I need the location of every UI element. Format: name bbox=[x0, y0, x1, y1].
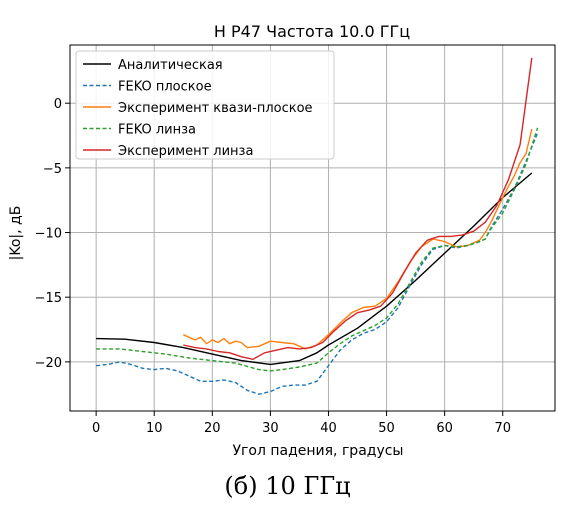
figure-caption: (б) 10 ГГц bbox=[224, 472, 351, 500]
y-tick-label: 0 bbox=[54, 97, 62, 112]
x-tick-label: 0 bbox=[92, 421, 100, 436]
series-lines bbox=[96, 57, 539, 395]
x-tick-label: 30 bbox=[262, 421, 279, 436]
x-axis-ticks: 0 10 20 30 40 50 60 70 bbox=[92, 411, 511, 436]
y-tick-label: −5 bbox=[43, 162, 62, 177]
y-axis-ticks: −20 −15 −10 −5 0 bbox=[35, 97, 70, 371]
legend-label: Аналитическая bbox=[118, 58, 223, 73]
x-axis-label: Угол падения, градусы bbox=[233, 443, 404, 459]
legend: Аналитическая FEKO плоское Эксперимент ква… bbox=[75, 50, 335, 160]
series-line-4 bbox=[96, 127, 539, 372]
series-line-1 bbox=[96, 172, 533, 366]
legend-label: Эксперимент линза bbox=[118, 144, 253, 159]
chart-title: H P47 Частота 10.0 ГГц bbox=[214, 22, 410, 41]
y-tick-label: −15 bbox=[35, 291, 62, 306]
y-axis-label: |Ko|, дБ bbox=[8, 206, 24, 261]
legend-label: FEKO плоское bbox=[118, 80, 212, 95]
x-tick-label: 70 bbox=[494, 421, 511, 436]
series-line-5 bbox=[183, 57, 533, 360]
chart: 0 10 20 30 40 50 60 70 −20 −15 −10 −5 0 H P47 Часто… bbox=[8, 22, 556, 459]
legend-box bbox=[75, 50, 335, 160]
legend-label: FEKO линза bbox=[118, 123, 196, 138]
y-tick-label: −20 bbox=[35, 356, 62, 371]
y-tick-label: −10 bbox=[35, 227, 62, 242]
x-tick-label: 40 bbox=[320, 421, 337, 436]
x-tick-label: 50 bbox=[378, 421, 395, 436]
x-tick-label: 10 bbox=[146, 421, 163, 436]
series-line-3 bbox=[183, 128, 533, 350]
legend-label: Эксперимент квази-плоское bbox=[118, 101, 313, 116]
x-tick-label: 60 bbox=[436, 421, 453, 436]
axes-frame bbox=[69, 44, 556, 412]
x-tick-label: 20 bbox=[204, 421, 221, 436]
